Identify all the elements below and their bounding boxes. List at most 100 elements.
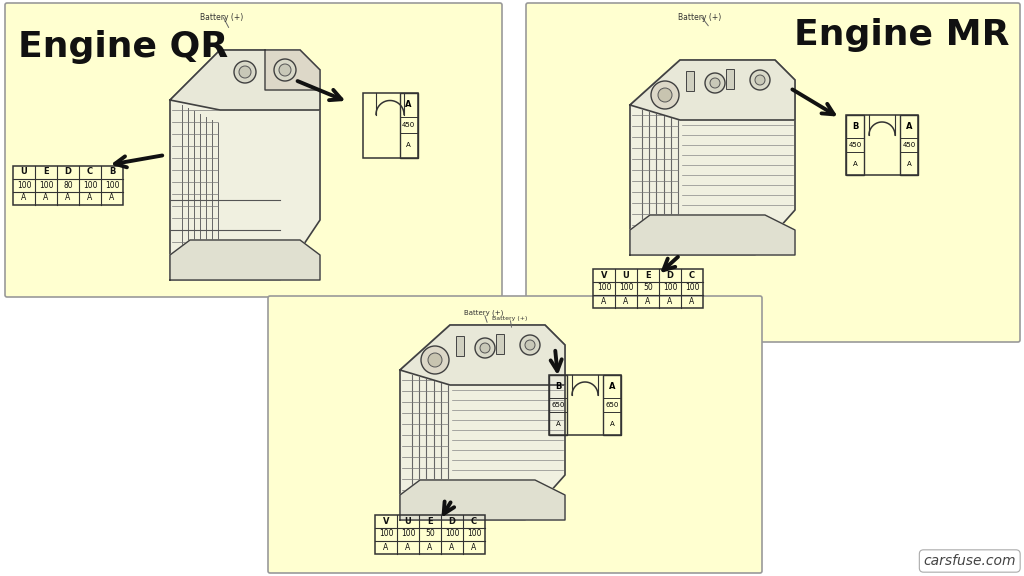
Bar (549, 375, 621, 435)
Bar (399, 93, 418, 157)
Text: 100: 100 (400, 529, 416, 539)
FancyBboxPatch shape (268, 296, 762, 573)
Text: 650: 650 (605, 402, 618, 408)
Text: C: C (471, 517, 477, 525)
Bar (593, 268, 703, 308)
Text: 450: 450 (848, 142, 861, 148)
Bar (686, 71, 694, 91)
Text: 100: 100 (685, 283, 699, 293)
Text: 100: 100 (379, 529, 393, 539)
Text: A: A (906, 122, 912, 131)
Text: 80: 80 (63, 180, 73, 190)
Text: Battery (+): Battery (+) (678, 13, 722, 22)
FancyBboxPatch shape (5, 3, 502, 297)
Polygon shape (170, 50, 319, 110)
Text: 100: 100 (618, 283, 633, 293)
Text: 100: 100 (467, 529, 481, 539)
Text: 450: 450 (401, 122, 415, 128)
Text: 100: 100 (83, 180, 97, 190)
Text: A: A (383, 543, 389, 551)
Circle shape (750, 70, 770, 90)
Text: A: A (110, 194, 115, 203)
Text: E: E (427, 517, 433, 525)
Text: B: B (109, 168, 115, 176)
Text: U: U (623, 271, 630, 279)
Text: A: A (406, 100, 412, 109)
Text: A: A (22, 194, 27, 203)
Text: A: A (609, 420, 614, 427)
Polygon shape (630, 60, 795, 120)
Text: 100: 100 (597, 283, 611, 293)
Bar (13, 165, 123, 204)
Circle shape (480, 343, 490, 353)
Text: A: A (645, 297, 650, 305)
Bar (846, 115, 864, 175)
Text: A: A (689, 297, 694, 305)
Text: A: A (427, 543, 432, 551)
Circle shape (274, 59, 296, 81)
Bar (362, 93, 418, 157)
Text: carsfuse.com: carsfuse.com (924, 554, 1016, 568)
Text: A: A (450, 543, 455, 551)
Text: V: V (383, 517, 389, 525)
Text: C: C (87, 168, 93, 176)
Text: 50: 50 (643, 283, 653, 293)
Text: 100: 100 (39, 180, 53, 190)
Text: B: B (555, 382, 561, 391)
Text: Engine QR: Engine QR (18, 30, 228, 64)
Circle shape (239, 66, 251, 78)
Polygon shape (400, 325, 565, 385)
Circle shape (234, 61, 256, 83)
Text: 100: 100 (444, 529, 459, 539)
Text: A: A (66, 194, 71, 203)
Text: D: D (449, 517, 456, 525)
Circle shape (705, 73, 725, 93)
Polygon shape (170, 50, 319, 280)
Text: E: E (43, 168, 49, 176)
Polygon shape (630, 215, 795, 255)
Text: A: A (43, 194, 48, 203)
Bar (456, 336, 464, 356)
Text: U: U (20, 168, 28, 176)
Polygon shape (400, 480, 565, 520)
Circle shape (755, 75, 765, 85)
Bar (846, 115, 918, 175)
Circle shape (421, 346, 449, 374)
Text: 50: 50 (425, 529, 435, 539)
Text: E: E (645, 271, 651, 279)
Text: Engine MR: Engine MR (795, 18, 1010, 52)
Text: A: A (406, 543, 411, 551)
Text: B: B (852, 122, 858, 131)
Bar (603, 375, 621, 435)
Circle shape (710, 78, 720, 88)
Text: Battery (+): Battery (+) (493, 316, 527, 321)
Text: A: A (668, 297, 673, 305)
Bar (549, 375, 567, 435)
Bar (375, 514, 485, 554)
Text: A: A (601, 297, 606, 305)
FancyBboxPatch shape (526, 3, 1020, 342)
Polygon shape (630, 60, 795, 255)
Polygon shape (400, 325, 565, 520)
Text: Battery (+): Battery (+) (464, 310, 504, 316)
Text: A: A (87, 194, 92, 203)
Circle shape (428, 353, 442, 367)
Text: Battery (+): Battery (+) (201, 13, 244, 22)
Text: 450: 450 (902, 142, 915, 148)
Text: 100: 100 (104, 180, 119, 190)
Bar (496, 334, 504, 354)
Polygon shape (265, 50, 319, 90)
Circle shape (525, 340, 535, 350)
Text: D: D (65, 168, 72, 176)
Circle shape (279, 64, 291, 76)
Circle shape (651, 81, 679, 109)
Text: A: A (624, 297, 629, 305)
Text: A: A (853, 161, 857, 166)
Text: 100: 100 (16, 180, 32, 190)
Text: A: A (407, 142, 411, 148)
Text: A: A (556, 420, 560, 427)
Polygon shape (170, 240, 319, 280)
Circle shape (658, 88, 672, 102)
Text: A: A (608, 382, 615, 391)
Text: V: V (601, 271, 607, 279)
